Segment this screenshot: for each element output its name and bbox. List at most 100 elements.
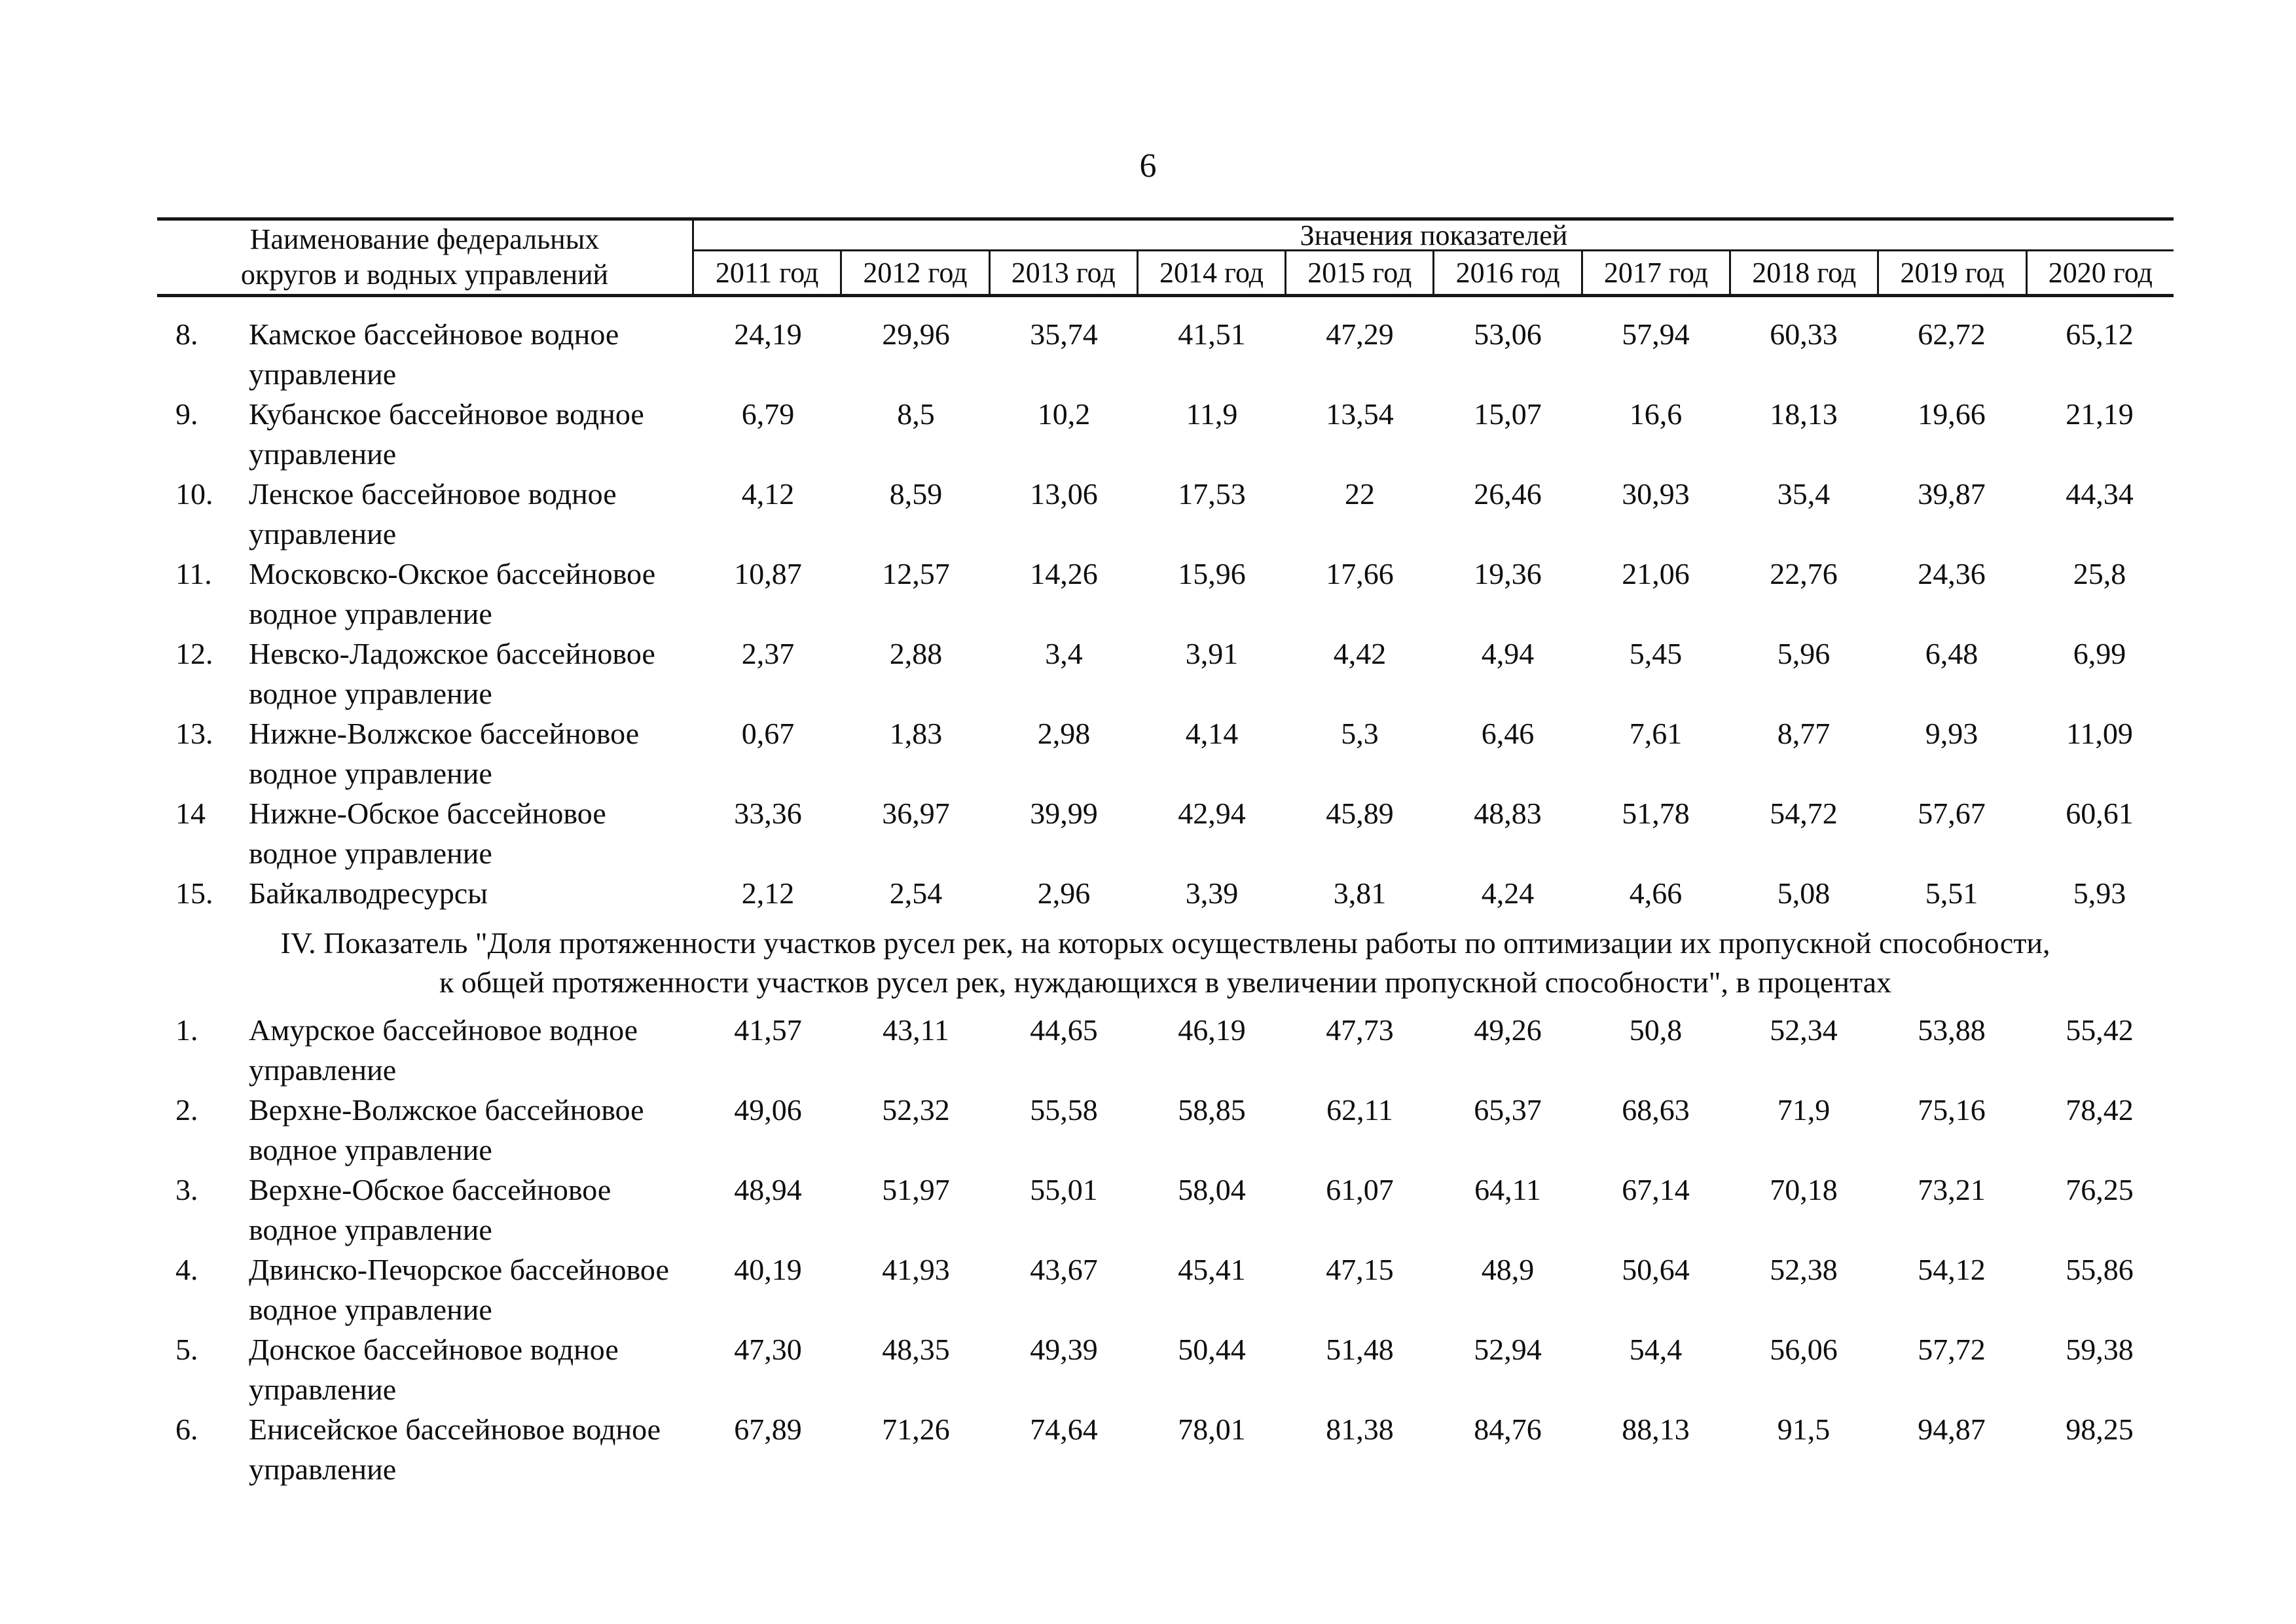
value-cell: 41,93 xyxy=(882,1253,950,1286)
year-column-header: 2020 год xyxy=(2025,251,2174,294)
table-row: 1. Амурское бассейновое водное управление 4… xyxy=(157,1010,2174,1090)
value-cell: 5,51 xyxy=(1925,876,1978,910)
value-cell: 61,07 xyxy=(1326,1173,1394,1206)
value-cell: 88,13 xyxy=(1622,1413,1690,1446)
indicators-table: Наименование федеральных округов и водны… xyxy=(157,217,2174,1489)
value-cell: 39,99 xyxy=(1030,797,1098,830)
value-cell: 44,34 xyxy=(2066,477,2134,511)
value-cell: 5,45 xyxy=(1629,637,1683,670)
value-cell: 15,07 xyxy=(1474,397,1542,431)
value-cell: 22,76 xyxy=(1770,557,1838,590)
value-cell: 64,11 xyxy=(1474,1173,1541,1206)
table-header: Наименование федеральных округов и водны… xyxy=(157,219,2174,297)
row-name: Двинско-Печорское бассейновое водное упра… xyxy=(249,1253,669,1326)
value-cell: 40,19 xyxy=(734,1253,802,1286)
row-name: Амурское бассейновое водное управление xyxy=(249,1013,638,1087)
value-cell: 81,38 xyxy=(1326,1413,1394,1446)
section4-title-line2: к общей протяженности участков русел рек… xyxy=(439,965,1892,999)
header-name-line1: Наименование федеральных xyxy=(249,223,600,255)
value-cell: 75,16 xyxy=(1918,1093,1986,1127)
value-cell: 53,88 xyxy=(1918,1013,1986,1047)
value-cell: 47,30 xyxy=(734,1333,802,1366)
table-row: 11. Московско-Окское бассейновое водное уп… xyxy=(157,554,2174,634)
header-values-group: Значения показателей 2011 год 2012 год 201… xyxy=(694,219,2174,294)
value-cell: 18,13 xyxy=(1770,397,1838,431)
value-cell: 91,5 xyxy=(1777,1413,1831,1446)
table-row: 12. Невско-Ладожское бассейновое водное уп… xyxy=(157,634,2174,713)
value-cell: 10,2 xyxy=(1037,397,1091,431)
row-number: 10. xyxy=(175,477,213,511)
value-cell: 12,57 xyxy=(882,557,950,590)
value-cell: 8,59 xyxy=(889,477,943,511)
value-cell: 14,26 xyxy=(1030,557,1098,590)
value-cell: 39,87 xyxy=(1918,477,1986,511)
table-body-section4: 1. Амурское бассейновое водное управление 4… xyxy=(157,1010,2174,1489)
value-cell: 13,06 xyxy=(1030,477,1098,511)
value-cell: 4,14 xyxy=(1185,717,1239,750)
year-column-header: 2013 год xyxy=(988,251,1137,294)
row-number: 1. xyxy=(175,1013,198,1047)
value-cell: 52,94 xyxy=(1474,1333,1542,1366)
value-cell: 71,9 xyxy=(1777,1093,1831,1127)
year-column-header: 2017 год xyxy=(1580,251,1729,294)
value-cell: 41,57 xyxy=(734,1013,802,1047)
value-cell: 4,12 xyxy=(741,477,795,511)
value-cell: 55,58 xyxy=(1030,1093,1098,1127)
row-name: Енисейское бассейновое водное управление xyxy=(249,1413,661,1486)
value-cell: 94,87 xyxy=(1918,1413,1986,1446)
table-row: 10. Ленское бассейновое водное управление 4… xyxy=(157,474,2174,554)
value-cell: 48,94 xyxy=(734,1173,802,1206)
value-cell: 43,67 xyxy=(1030,1253,1098,1286)
row-name: Нижне-Волжское бассейновое водное управле… xyxy=(249,717,640,790)
value-cell: 54,12 xyxy=(1918,1253,1986,1286)
table-row: 3. Верхне-Обское бассейновое водное управл… xyxy=(157,1170,2174,1250)
table-row: 5. Донское бассейновое водное управление 47… xyxy=(157,1329,2174,1409)
table-row: 15. Байкалводресурсы 2,12 2,54 2,96 3,39 3,81 4… xyxy=(157,873,2174,913)
row-number: 2. xyxy=(175,1093,198,1127)
value-cell: 62,11 xyxy=(1326,1093,1393,1127)
table-row: 9. Кубанское бассейновое водное управление… xyxy=(157,394,2174,474)
value-cell: 50,8 xyxy=(1629,1013,1683,1047)
value-cell: 19,66 xyxy=(1918,397,1986,431)
value-cell: 55,86 xyxy=(2066,1253,2134,1286)
year-column-header: 2019 год xyxy=(1877,251,2025,294)
value-cell: 49,06 xyxy=(734,1093,802,1127)
value-cell: 15,96 xyxy=(1178,557,1246,590)
value-cell: 10,87 xyxy=(734,557,802,590)
header-name-line2: округов и водных управлений xyxy=(240,259,609,291)
value-cell: 19,36 xyxy=(1474,557,1542,590)
year-column-header: 2014 год xyxy=(1136,251,1285,294)
row-number: 6. xyxy=(175,1413,198,1446)
header-year-row: 2011 год 2012 год 2013 год 2014 год 2015 год… xyxy=(694,251,2174,294)
value-cell: 52,34 xyxy=(1770,1013,1838,1047)
row-name: Московско-Окское бассейновое водное управ… xyxy=(249,557,656,630)
value-cell: 2,88 xyxy=(889,637,943,670)
value-cell: 36,97 xyxy=(882,797,950,830)
value-cell: 24,36 xyxy=(1918,557,1986,590)
row-name: Кубанское бассейновое водное управление xyxy=(249,397,644,471)
value-cell: 24,19 xyxy=(734,317,802,351)
value-cell: 70,18 xyxy=(1770,1173,1838,1206)
value-cell: 54,72 xyxy=(1770,797,1838,830)
row-name: Камское бассейновое водное управление xyxy=(249,317,619,391)
value-cell: 16,6 xyxy=(1629,397,1683,431)
value-cell: 54,4 xyxy=(1629,1333,1683,1366)
row-number: 13. xyxy=(175,717,213,750)
value-cell: 2,54 xyxy=(889,876,943,910)
value-cell: 8,5 xyxy=(897,397,935,431)
value-cell: 49,39 xyxy=(1030,1333,1098,1366)
value-cell: 48,35 xyxy=(882,1333,950,1366)
row-name: Верхне-Обское бассейновое водное управлен… xyxy=(249,1173,611,1246)
row-number: 15. xyxy=(175,876,213,910)
value-cell: 44,65 xyxy=(1030,1013,1098,1047)
value-cell: 26,46 xyxy=(1474,477,1542,511)
value-cell: 71,26 xyxy=(882,1413,950,1446)
value-cell: 49,26 xyxy=(1474,1013,1542,1047)
value-cell: 5,08 xyxy=(1777,876,1831,910)
value-cell: 45,41 xyxy=(1178,1253,1246,1286)
value-cell: 47,15 xyxy=(1326,1253,1394,1286)
value-cell: 52,32 xyxy=(882,1093,950,1127)
row-name: Невско-Ладожское бассейновое водное управ… xyxy=(249,637,655,710)
value-cell: 43,11 xyxy=(883,1013,949,1047)
